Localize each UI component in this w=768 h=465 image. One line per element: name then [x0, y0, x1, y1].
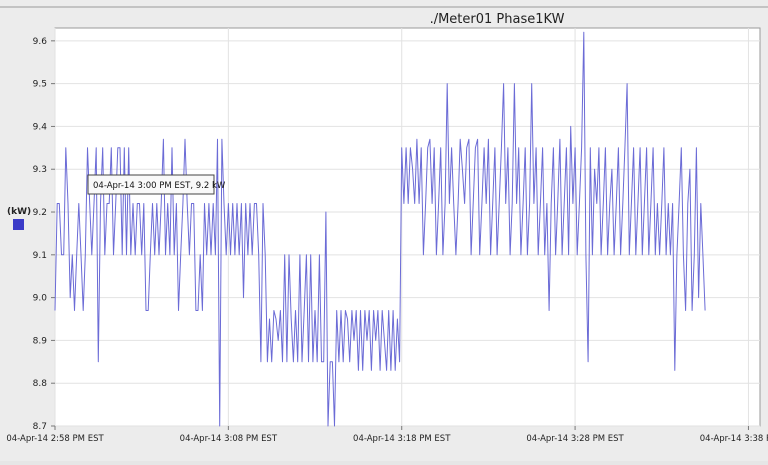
- y-tick-label: 9.0: [33, 294, 48, 304]
- y-tick-label: 9.4: [33, 122, 48, 132]
- x-tick-label: 04-Apr-14 3:18 PM EST: [353, 434, 451, 444]
- series-line[interactable]: [54, 31, 706, 427]
- grid-lines: [54, 28, 760, 427]
- x-tick-label: 04-Apr-14 3:08 PM EST: [180, 434, 278, 444]
- y-tick-label: 9.3: [33, 165, 47, 175]
- chart-title: ./Meter01 Phase1KW: [430, 12, 565, 27]
- tooltip-box: [87, 174, 215, 195]
- y-tick-label: 9.5: [33, 80, 47, 90]
- series-layer: [54, 31, 706, 427]
- y-tick-label: 8.8: [33, 379, 48, 389]
- x-tick-label: 04-Apr-14 2:58 PM EST: [6, 434, 104, 444]
- y-tick-label: 8.9: [33, 336, 48, 346]
- y-axis: 8.7 8.8 8.9 9.0 9.1 9.2 9.3 9.4 9.5 9.6: [33, 37, 55, 432]
- x-axis: 04-Apr-14 2:58 PM EST 04-Apr-14 3:08 PM E…: [6, 426, 768, 444]
- plot-area: [54, 27, 761, 427]
- tooltip: 04-Apr-14 3:00 PM EST, 9.2 kW: [87, 174, 226, 195]
- legend-label: (kW): [7, 207, 31, 217]
- y-tick-label: 9.6: [33, 37, 48, 47]
- legend-swatch[interactable]: [13, 219, 24, 230]
- y-tick-label: 9.2: [33, 208, 47, 218]
- x-tick-label: 04-Apr-14 3:38 PM EST: [700, 434, 768, 444]
- x-tick-label: 04-Apr-14 3:28 PM EST: [526, 434, 624, 444]
- y-tick-label: 8.7: [33, 422, 47, 432]
- tooltip-text: 04-Apr-14 3:00 PM EST, 9.2 kW: [93, 181, 226, 191]
- y-tick-label: 9.1: [33, 251, 47, 261]
- legend[interactable]: (kW): [7, 207, 31, 230]
